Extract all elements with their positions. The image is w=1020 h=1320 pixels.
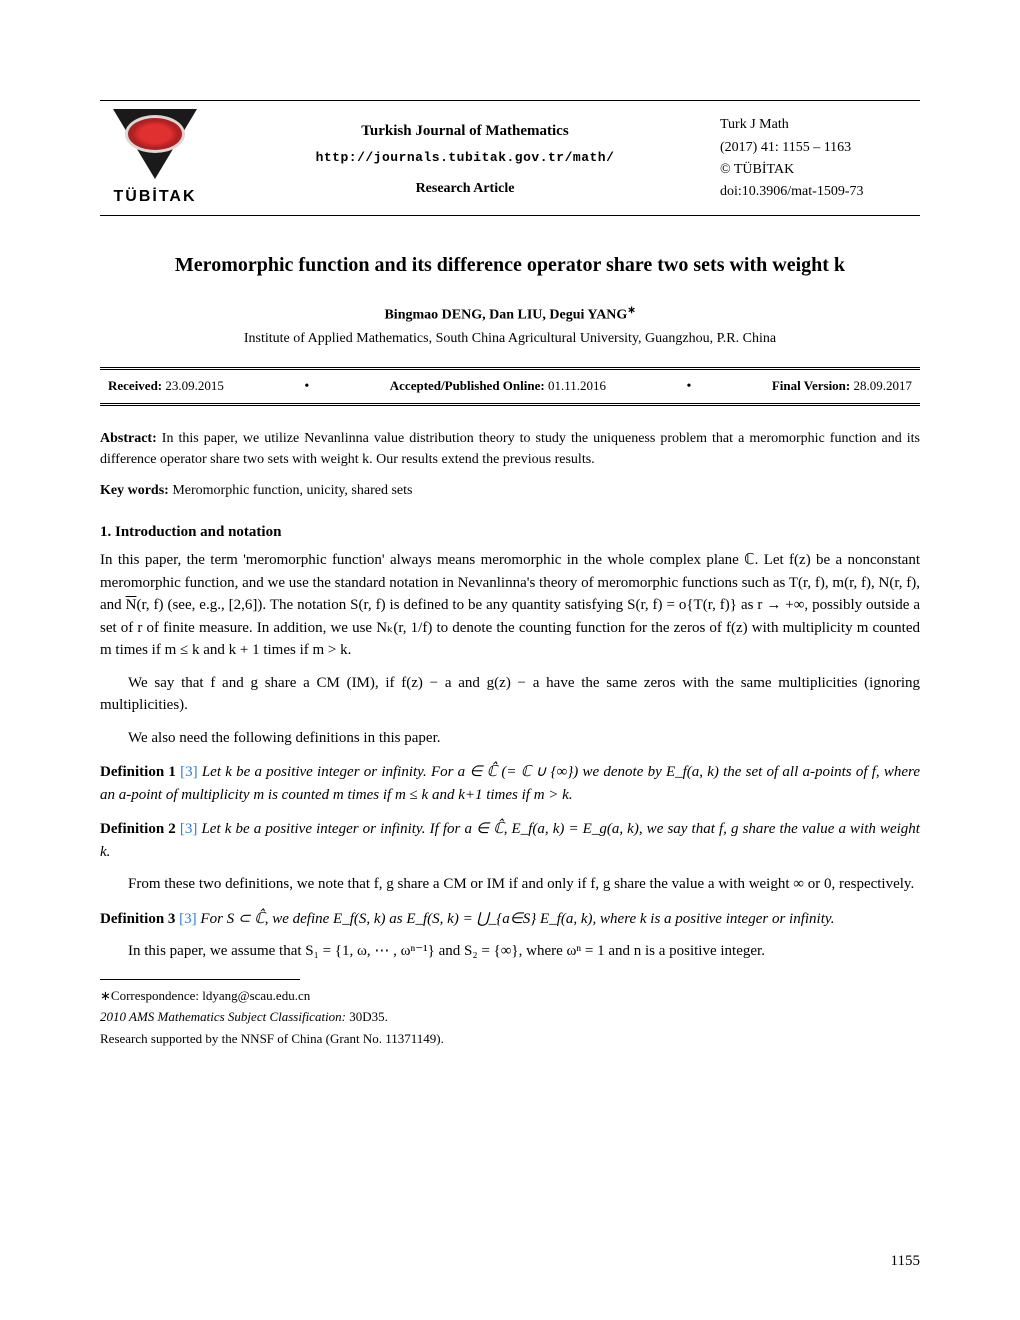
dates-row: Received: 23.09.2015 • Accepted/Publishe…: [100, 369, 920, 404]
correspondence-note: ∗Correspondence: ldyang@scau.edu.cn: [100, 986, 920, 1006]
article-title: Meromorphic function and its difference …: [100, 250, 920, 280]
publisher-name: TÜBİTAK: [113, 185, 196, 209]
page-number: 1155: [891, 1250, 920, 1273]
bullet-icon: •: [304, 376, 309, 397]
final-date: 28.09.2017: [850, 378, 912, 393]
dates-bar: Received: 23.09.2015 • Accepted/Publishe…: [100, 367, 920, 406]
definition: Definition 1 [3] Let k be a positive int…: [100, 761, 920, 806]
footnote-rule: [100, 979, 300, 980]
body-paragraph: From these two definitions, we note that…: [100, 873, 920, 896]
author-list: Bingmao DENG, Dan LIU, Degui YANG∗: [100, 304, 920, 326]
article-type: Research Article: [416, 178, 515, 199]
citation-link[interactable]: [3]: [175, 911, 200, 927]
section-heading: 1. Introduction and notation: [100, 521, 920, 544]
ams-code: 30D35.: [346, 1009, 388, 1024]
abstract-paragraph: Abstract: In this paper, we utilize Neva…: [100, 428, 920, 470]
header-top-rule: [100, 100, 920, 101]
overline-N: N: [126, 597, 137, 613]
body-paragraph: In this paper, we assume that S₁ = {1, ω…: [100, 940, 920, 963]
journal-citation-col: Turk J Math (2017) 41: 1155 – 1163 © TÜB…: [720, 114, 920, 204]
ams-note: 2010 AMS Mathematics Subject Classificat…: [100, 1007, 920, 1027]
keywords-paragraph: Key words: Meromorphic function, unicity…: [100, 480, 920, 501]
journal-header: TÜBİTAK Turkish Journal of Mathematics h…: [100, 105, 920, 215]
accepted-cell: Accepted/Published Online: 01.11.2016: [390, 376, 606, 396]
keywords-text: Meromorphic function, unicity, shared se…: [169, 483, 413, 498]
footnotes: ∗Correspondence: ldyang@scau.edu.cn 2010…: [100, 986, 920, 1049]
journal-url[interactable]: http://journals.tubitak.gov.tr/math/: [316, 148, 615, 168]
body-paragraph: We say that f and g share a CM (IM), if …: [100, 672, 920, 717]
ams-label: 2010 AMS Mathematics Subject Classificat…: [100, 1009, 346, 1024]
definition: Definition 2 [3] Let k be a positive int…: [100, 818, 920, 863]
definition-text: Let k be a positive integer or infinity.…: [100, 821, 920, 860]
author-names: Bingmao DENG, Dan LIU, Degui YANG: [384, 308, 627, 323]
header-bottom-rule: [100, 215, 920, 216]
definition: Definition 3 [3] For S ⊂ ℂ̂, we define E…: [100, 908, 920, 931]
journal-center-col: Turkish Journal of Mathematics http://jo…: [230, 120, 700, 199]
abstract-label: Abstract:: [100, 431, 157, 446]
corresponding-marker: ∗: [627, 305, 635, 316]
keywords-label: Key words:: [100, 483, 169, 498]
logo-triangle-icon: [113, 109, 197, 179]
affiliation: Institute of Applied Mathematics, South …: [100, 328, 920, 349]
doi: doi:10.3906/mat-1509-73: [720, 181, 920, 203]
final-label: Final Version:: [772, 378, 850, 393]
publisher-logo: TÜBİTAK: [100, 109, 210, 209]
citation-link[interactable]: [3]: [176, 821, 202, 837]
definition-label: Definition 2: [100, 821, 176, 837]
definition-label: Definition 3: [100, 911, 175, 927]
abstract-text: In this paper, we utilize Nevanlinna val…: [100, 431, 920, 467]
bullet-icon: •: [686, 376, 691, 397]
logo-ellipse-icon: [125, 115, 185, 153]
definition-text: Let k be a positive integer or infinity.…: [100, 764, 920, 803]
citation-link[interactable]: [3]: [176, 764, 202, 780]
received-cell: Received: 23.09.2015: [108, 376, 224, 396]
copyright: © TÜBİTAK: [720, 159, 920, 181]
definition-text: For S ⊂ ℂ̂, we define E_f(S, k) as E_f(S…: [200, 911, 834, 927]
body-text: (r, f) (see, e.g., [2,6]). The notation …: [100, 597, 920, 658]
received-label: Received:: [108, 378, 162, 393]
accepted-label: Accepted/Published Online:: [390, 378, 545, 393]
funding-note: Research supported by the NNSF of China …: [100, 1029, 920, 1049]
final-cell: Final Version: 28.09.2017: [772, 376, 912, 396]
journal-name: Turkish Journal of Mathematics: [361, 120, 568, 143]
accepted-date: 01.11.2016: [545, 378, 606, 393]
body-paragraph: We also need the following definitions i…: [100, 727, 920, 750]
body-paragraph: In this paper, the term 'meromorphic fun…: [100, 549, 920, 662]
volume-pages: (2017) 41: 1155 – 1163: [720, 137, 920, 159]
received-date: 23.09.2015: [162, 378, 224, 393]
definition-label: Definition 1: [100, 764, 176, 780]
journal-short-name: Turk J Math: [720, 114, 920, 136]
